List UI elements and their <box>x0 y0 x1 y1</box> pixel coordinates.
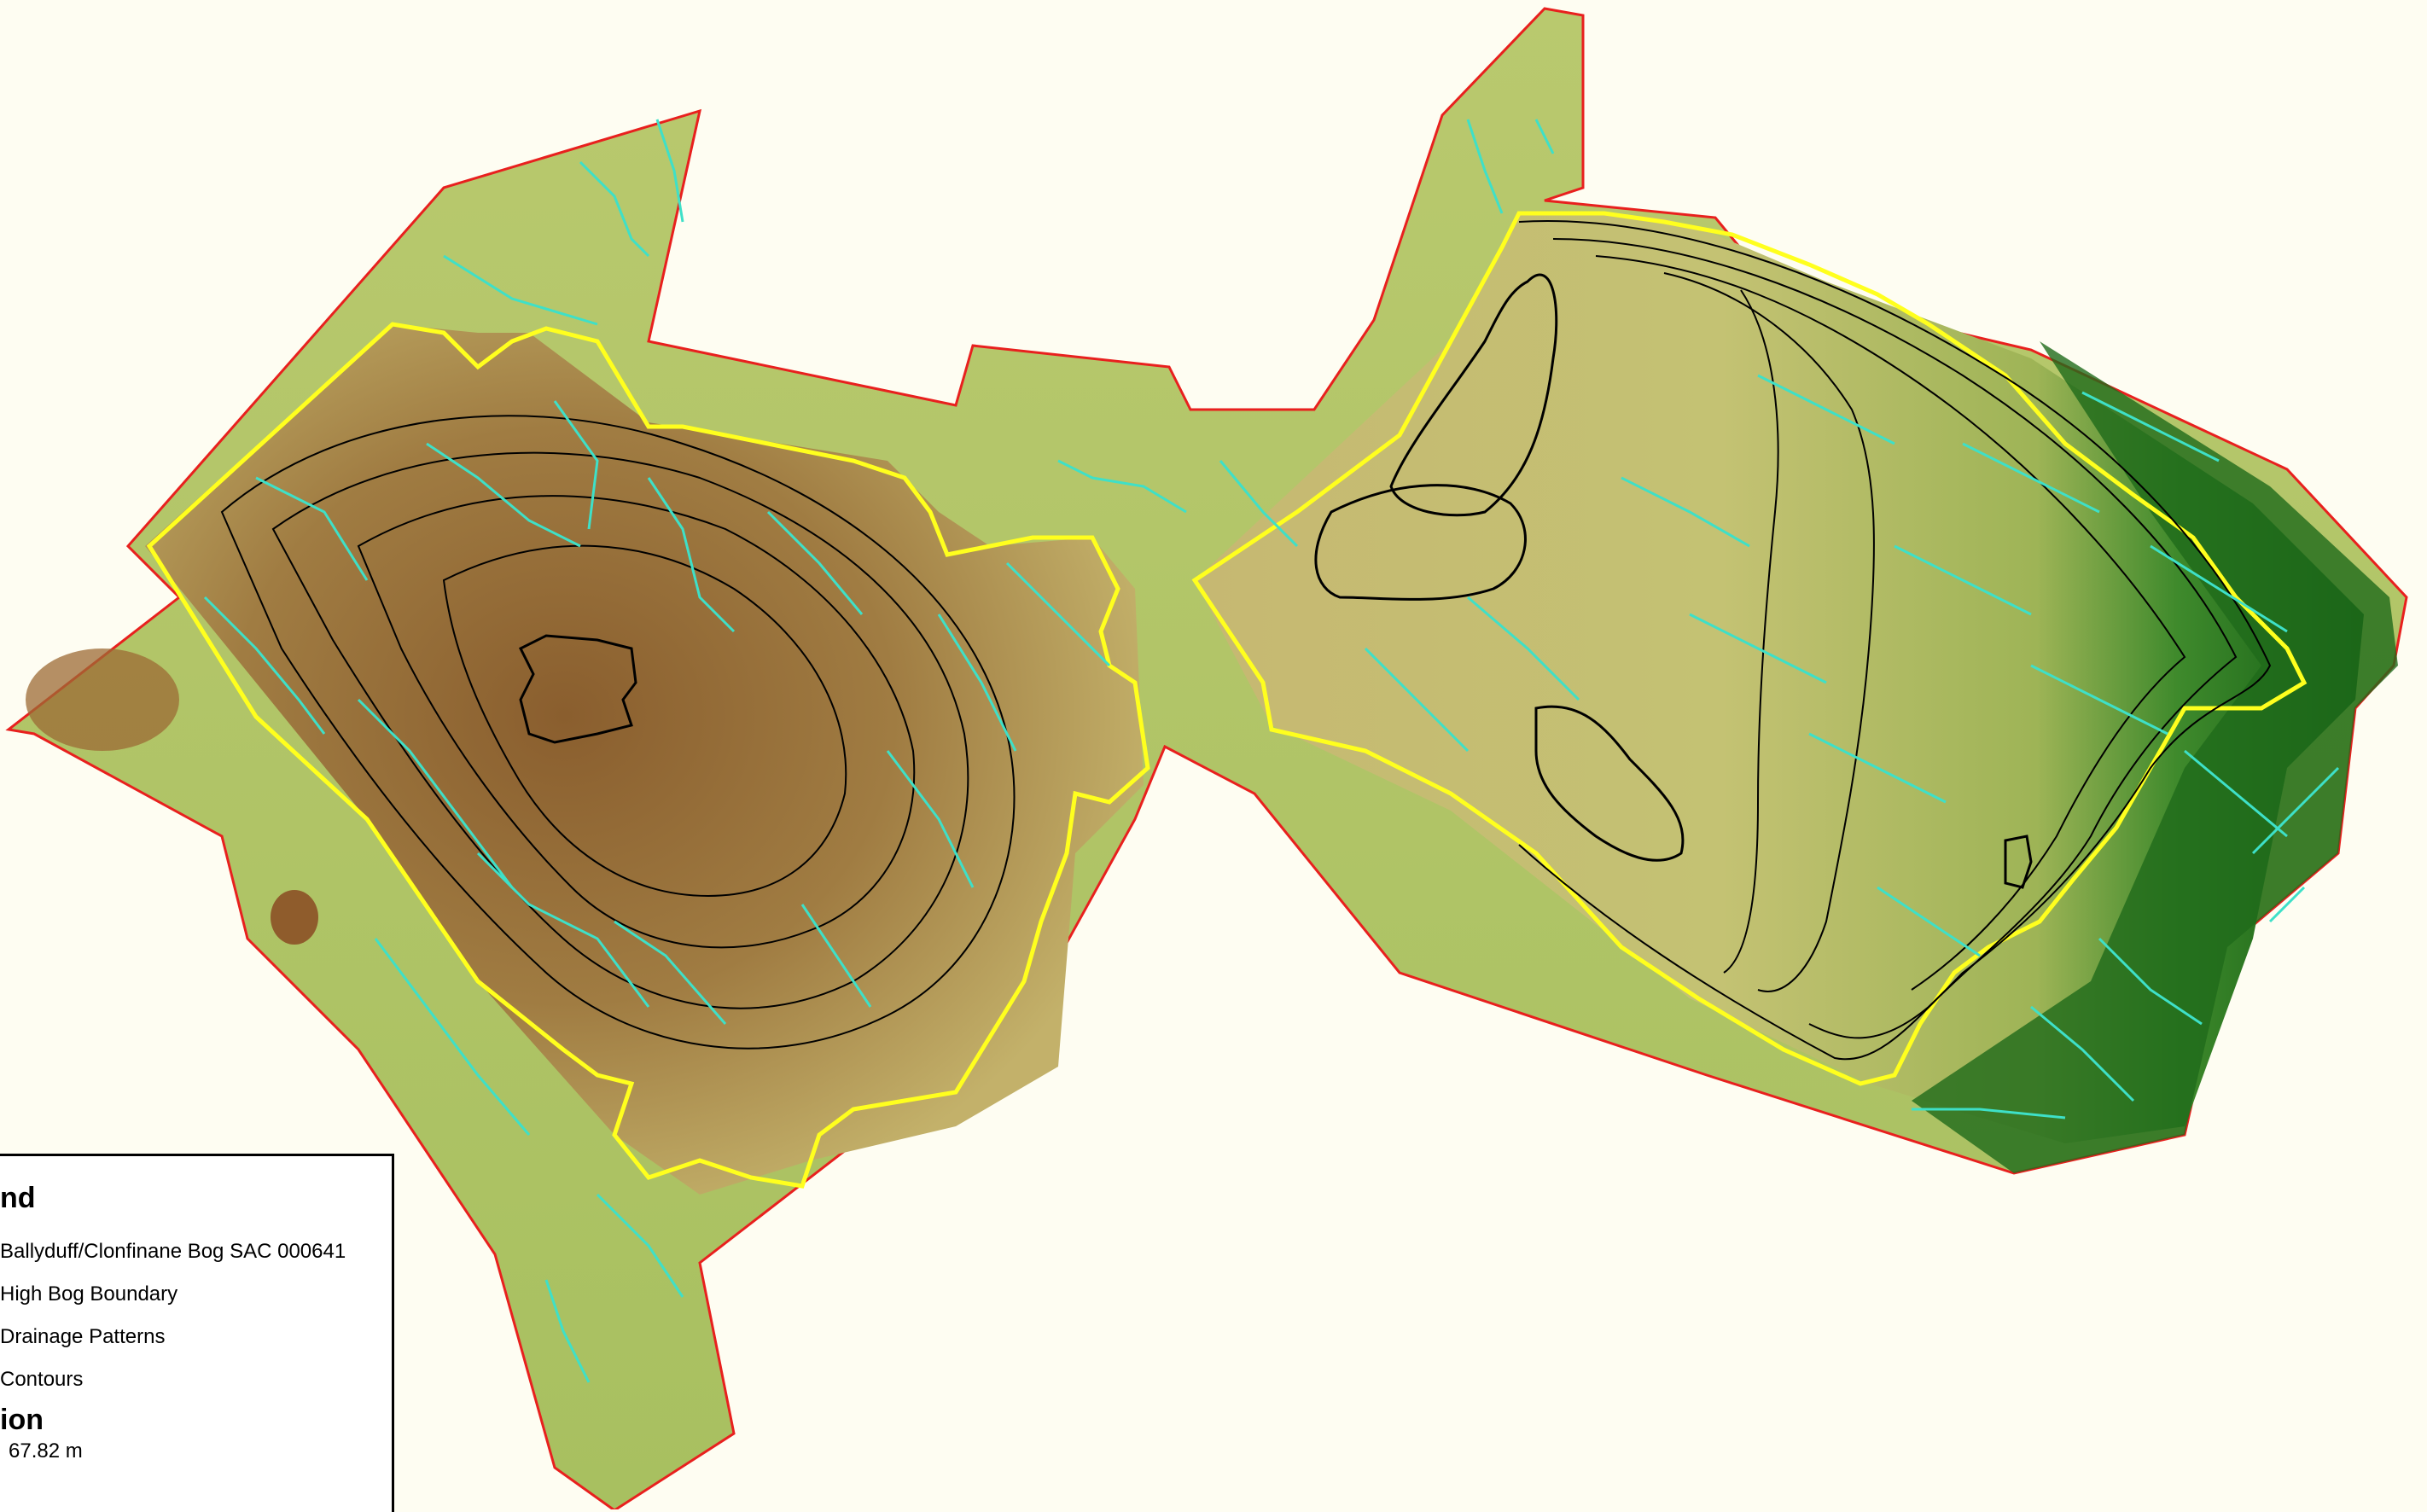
map-legend: nd Ballyduff/Clonfinane Bog SAC 000641 H… <box>0 1154 394 1512</box>
legend-item-drainage: Drainage Patterns <box>0 1325 166 1348</box>
west-hillock-2 <box>271 890 318 945</box>
legend-elevation-title: ion <box>0 1404 44 1436</box>
west-hillock <box>26 648 179 751</box>
high-bog-boundary-west <box>146 322 1150 1189</box>
drainage-patterns <box>203 119 2340 1383</box>
east-lowland <box>1912 341 2398 1173</box>
high-bog-boundary-east <box>1191 211 2308 1086</box>
legend-item-contours: Contours <box>0 1368 84 1391</box>
legend-item-site-boundary: Ballyduff/Clonfinane Bog SAC 000641 <box>0 1240 346 1263</box>
west-bog-terrain <box>145 324 1144 1195</box>
legend-item-high-bog: High Bog Boundary <box>0 1282 178 1306</box>
legend-title: nd <box>0 1182 36 1214</box>
contours-east <box>1314 220 2272 1061</box>
legend-elevation-value: 67.82 m <box>9 1439 83 1463</box>
